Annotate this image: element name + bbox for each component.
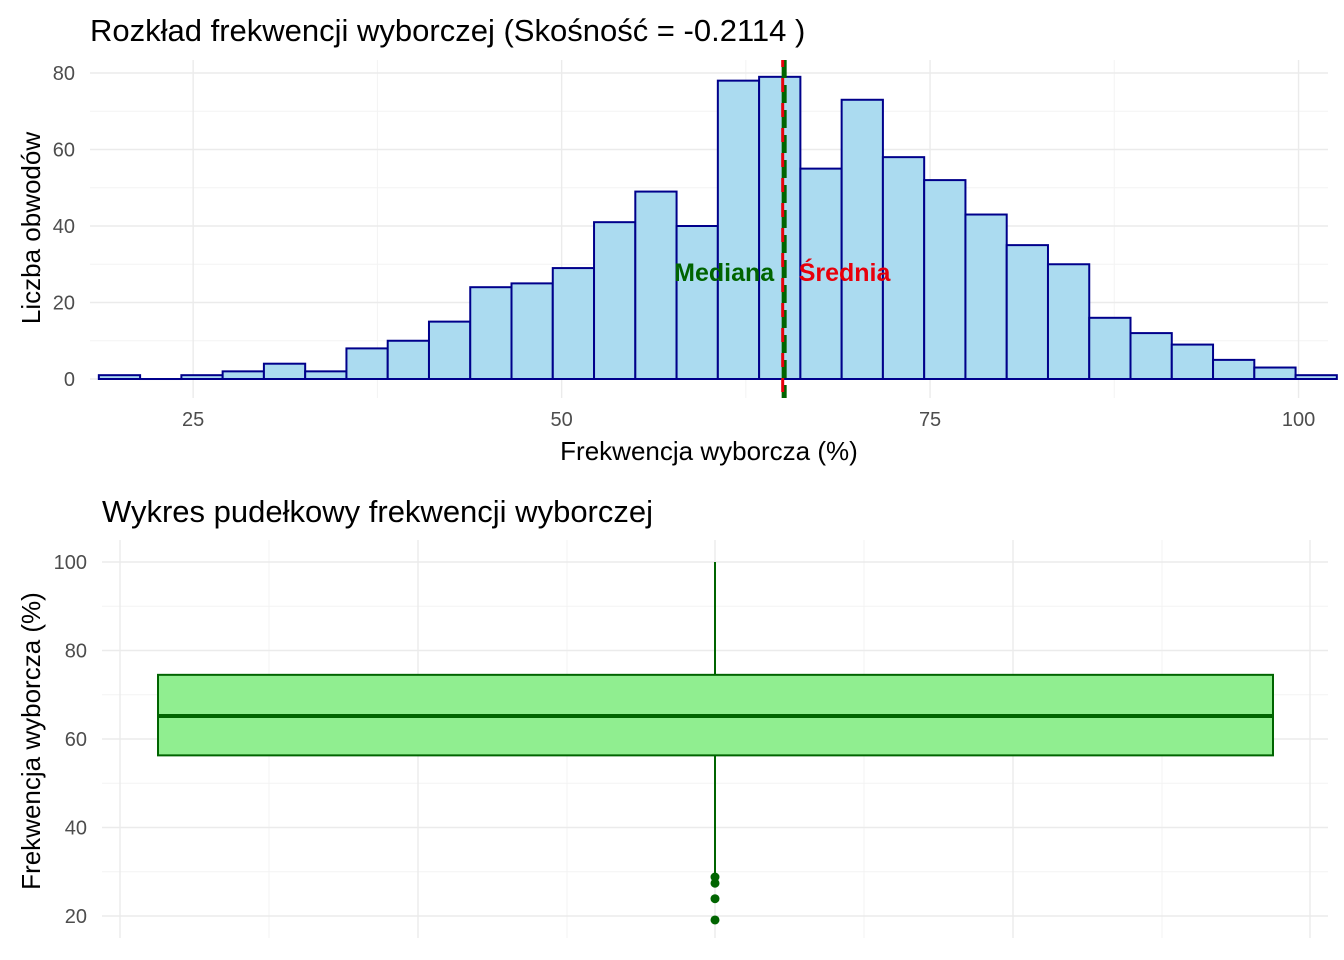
boxplot-body: [157, 562, 1274, 925]
histogram-bar: [180, 374, 224, 380]
histogram-bar: [1170, 343, 1215, 381]
histogram-bar: [345, 347, 389, 380]
boxplot-panel: Wykres pudełkowy frekwencji wyborczej 20…: [16, 494, 1328, 938]
boxplot-y-axis-title: Frekwencja wyborcza (%): [16, 592, 46, 890]
histogram-bar: [593, 221, 637, 380]
histogram-bar: [221, 370, 265, 381]
histogram-bar: [716, 79, 761, 381]
histogram-bar: [881, 156, 926, 380]
histogram-bar: [97, 374, 142, 380]
histogram-bar: [304, 370, 348, 381]
y-tick-label: 80: [65, 641, 87, 663]
histogram-bar: [551, 267, 596, 381]
x-tick-label: 50: [550, 409, 572, 431]
x-tick-label: 100: [1282, 409, 1315, 431]
y-tick-label: 100: [54, 552, 87, 574]
outlier-point: [710, 872, 720, 882]
mean-label: Średnia: [799, 257, 892, 287]
histogram-bar: [1046, 263, 1091, 380]
histogram-bar: [1212, 358, 1256, 380]
y-tick-label: 60: [53, 140, 75, 162]
y-tick-label: 80: [53, 63, 75, 85]
histogram-bar: [262, 362, 307, 381]
histogram-bar: [923, 179, 967, 380]
y-tick-label: 40: [65, 818, 87, 840]
histogram-bar: [1294, 374, 1338, 380]
histogram-y-axis-title: Liczba obwodów: [16, 132, 46, 324]
histogram-bar: [634, 190, 678, 380]
histogram-title: Rozkład frekwencji wyborczej (Skośność =…: [90, 13, 805, 48]
histogram-bars: [97, 75, 1338, 381]
histogram-tick-labels: 25 50 75 100 0 20 40 60 80: [53, 63, 1315, 431]
outlier-point: [710, 915, 720, 925]
y-tick-label: 0: [64, 369, 75, 391]
histogram-bar: [799, 167, 843, 380]
boxplot-title: Wykres pudełkowy frekwencji wyborczej: [102, 494, 653, 529]
histogram-bar: [675, 225, 719, 380]
outlier-point: [710, 878, 720, 888]
histogram-bar: [427, 320, 472, 380]
y-tick-label: 40: [53, 216, 75, 238]
histogram-bar: [469, 286, 513, 381]
histogram-bar: [1253, 366, 1297, 380]
y-tick-label: 20: [65, 906, 87, 928]
histogram-panel: Rozkład frekwencji wyborczej (Skośność =…: [16, 13, 1338, 466]
histogram-bar: [1129, 332, 1173, 381]
y-tick-label: 20: [53, 293, 75, 315]
median-label: Mediana: [674, 259, 775, 287]
histogram-bar: [1005, 244, 1049, 380]
outlier-point: [710, 894, 720, 904]
histogram-bar: [1088, 316, 1132, 380]
histogram-x-axis-title: Frekwencja wyborcza (%): [560, 436, 858, 466]
histogram-bar: [964, 213, 1008, 380]
histogram-bar: [758, 75, 802, 380]
boxplot-tick-labels: 20 40 60 80 100: [54, 552, 87, 928]
y-tick-label: 60: [65, 729, 87, 751]
histogram-bar: [510, 282, 554, 380]
reference-lines: Mediana Średnia: [674, 60, 891, 398]
histogram-bar: [840, 98, 884, 381]
x-tick-label: 75: [919, 409, 941, 431]
x-tick-label: 25: [182, 409, 204, 431]
histogram-bar: [386, 339, 430, 380]
